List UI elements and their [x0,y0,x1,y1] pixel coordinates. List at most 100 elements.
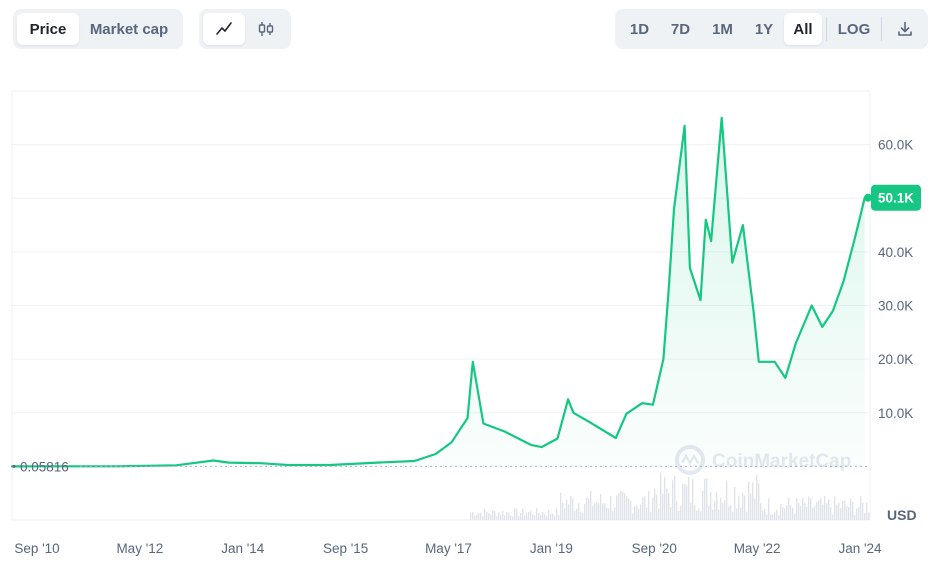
x-tick-label: Sep '15 [323,541,368,556]
volume-bar [722,502,724,520]
range-1d-button[interactable]: 1D [629,20,650,38]
volume-bar [570,495,572,520]
range-all-button[interactable]: All [784,13,822,45]
x-tick-label: May '17 [425,541,472,556]
volume-bar [626,496,628,520]
volume-bar [522,508,524,520]
volume-bar [712,509,714,520]
volume-bar [806,506,808,520]
current-price-badge-bg [871,184,921,211]
volume-bar [502,510,504,520]
volume-bar [550,513,552,520]
volume-bar [646,507,648,520]
volume-bar [686,485,688,520]
current-price-dot [864,193,872,202]
volume-bar [566,499,568,520]
volume-bar [682,483,684,520]
volume-bar [826,503,828,520]
volume-bar [556,508,558,520]
volume-bar [520,513,522,520]
download-button[interactable] [886,13,924,45]
volume-bar [756,474,758,520]
volume-bar [644,496,646,520]
volume-bar [704,478,706,520]
volume-bar [632,513,634,520]
market-cap-tab[interactable]: Market cap [89,20,169,38]
volume-bar [760,503,762,520]
volume-bar [518,515,520,520]
volume-bar [636,505,638,520]
x-tick-label: May '12 [116,541,163,556]
volume-bar [544,514,546,520]
range-1y-button[interactable]: 1Y [754,20,774,38]
candlestick-button[interactable] [245,13,287,45]
volume-bar [698,508,700,520]
volume-bar [672,480,674,520]
volume-bar [832,514,834,520]
volume-bar [498,512,500,520]
volume-bar [706,478,708,520]
volume-bar [654,488,656,520]
volume-bar [702,490,704,520]
metric-toggle: Price Market cap [13,9,183,49]
volume-bar [694,505,696,520]
range-1m-button[interactable]: 1M [712,20,733,38]
volume-bar [496,516,498,520]
y-tick-label: 30.0K [878,299,913,314]
volume-bar [662,493,664,520]
volume-bar [614,507,616,520]
volume-bar [536,508,538,520]
current-price-badge: 50.1K [864,184,921,211]
volume-bar [734,487,736,520]
price-tab[interactable]: Price [17,13,79,45]
volume-bar [688,477,690,520]
volume-bar [680,505,682,520]
volume-bar [640,504,642,520]
volume-bar [800,506,802,520]
volume-bar [812,507,814,520]
volume-bar [554,516,556,520]
volume-bar [868,512,870,520]
range-7d-button[interactable]: 7D [670,20,691,38]
y-tick-label: 60.0K [878,138,913,153]
volume-bar [546,515,548,520]
currency-label: USD [887,507,917,523]
volume-bar [736,508,738,520]
volume-bar [750,493,752,520]
volume-bar [864,512,866,520]
volume-bar [802,497,804,520]
volume-bar [656,494,658,520]
volume-bar [602,503,604,520]
volume-bar [532,514,534,520]
line-chart-button[interactable] [203,13,245,45]
volume-bar [828,499,830,520]
current-price-badge-text: 50.1K [878,191,914,206]
volume-bar [790,505,792,520]
volume-bar [844,500,846,520]
x-tick-label: Sep '20 [632,541,677,556]
log-scale-button[interactable]: LOG [837,20,871,38]
volume-bar [820,497,822,520]
volume-bar [658,508,660,520]
volume-bar [524,515,526,520]
line-chart-icon [216,22,232,35]
x-tick-label: May '22 [734,541,781,556]
volume-bar [792,507,794,520]
volume-bar [652,497,654,520]
volume-bar [708,506,710,520]
volume-bar [500,514,502,520]
volume-bar [778,515,780,520]
volume-bar [724,500,726,520]
volume-bar [824,496,826,520]
volume-bar [814,506,816,520]
download-icon [898,21,912,36]
volume-bar [716,492,718,520]
volume-bar [758,483,760,520]
volume-bar [858,506,860,520]
volume-bar [506,511,508,520]
volume-bar [604,503,606,520]
volume-bar [764,508,766,520]
price-line [10,116,866,468]
x-tick-label: Jan '14 [221,541,265,556]
